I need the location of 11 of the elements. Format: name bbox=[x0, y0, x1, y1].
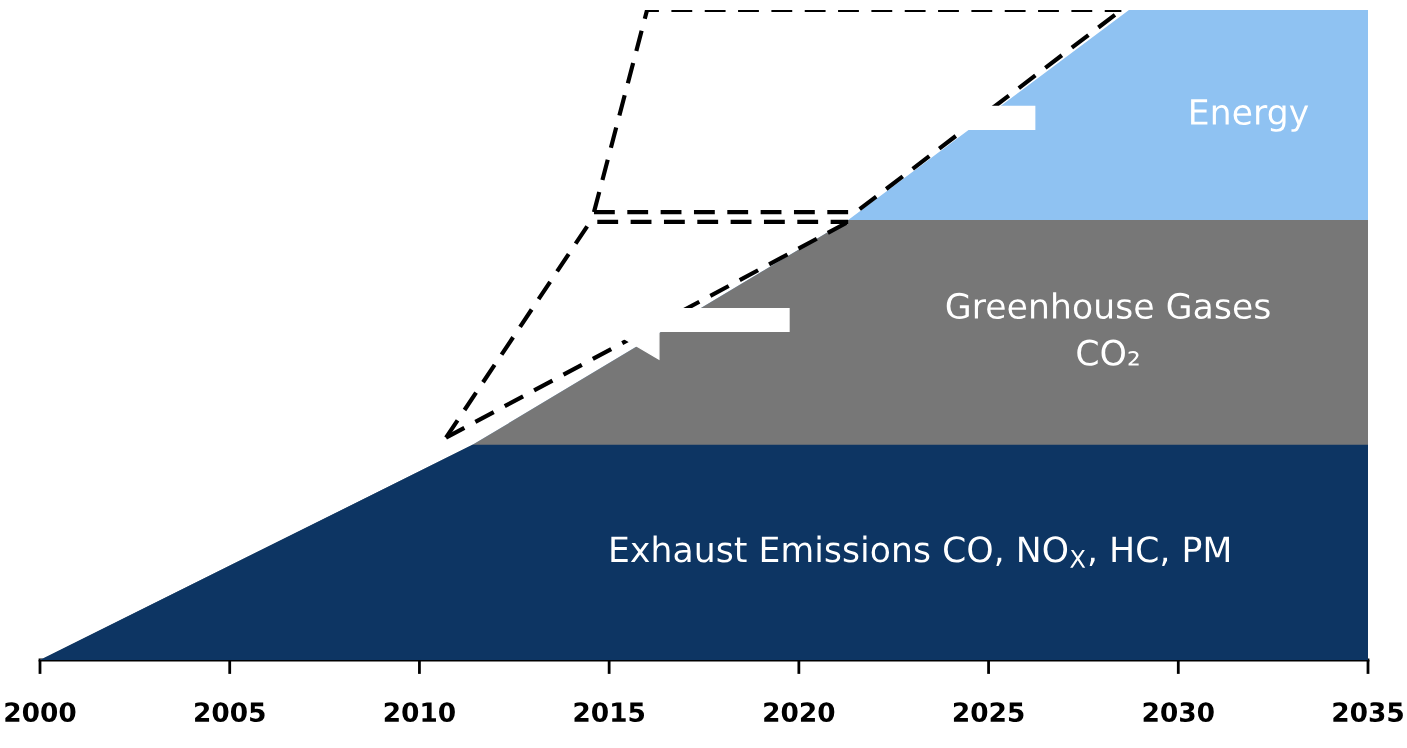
x-tick-label: 2015 bbox=[574, 702, 645, 723]
series-label: Energy bbox=[1191, 99, 1309, 132]
x-tick-label: 2010 bbox=[384, 702, 455, 723]
x-tick-label: 2005 bbox=[195, 702, 265, 723]
x-tick-label: 2025 bbox=[953, 702, 1024, 723]
x-tick-label: 2020 bbox=[764, 702, 835, 723]
series-label: Exhaust Emissions CO, NO$_{X}$, HC, PM bbox=[611, 535, 1229, 568]
x-tick-label: 2000 bbox=[5, 702, 76, 723]
x-tick-label: 2035 bbox=[1333, 702, 1403, 723]
series-label: Greenhouse Gases CO₂ bbox=[946, 292, 1270, 366]
x-tick-label: 2030 bbox=[1143, 702, 1214, 723]
